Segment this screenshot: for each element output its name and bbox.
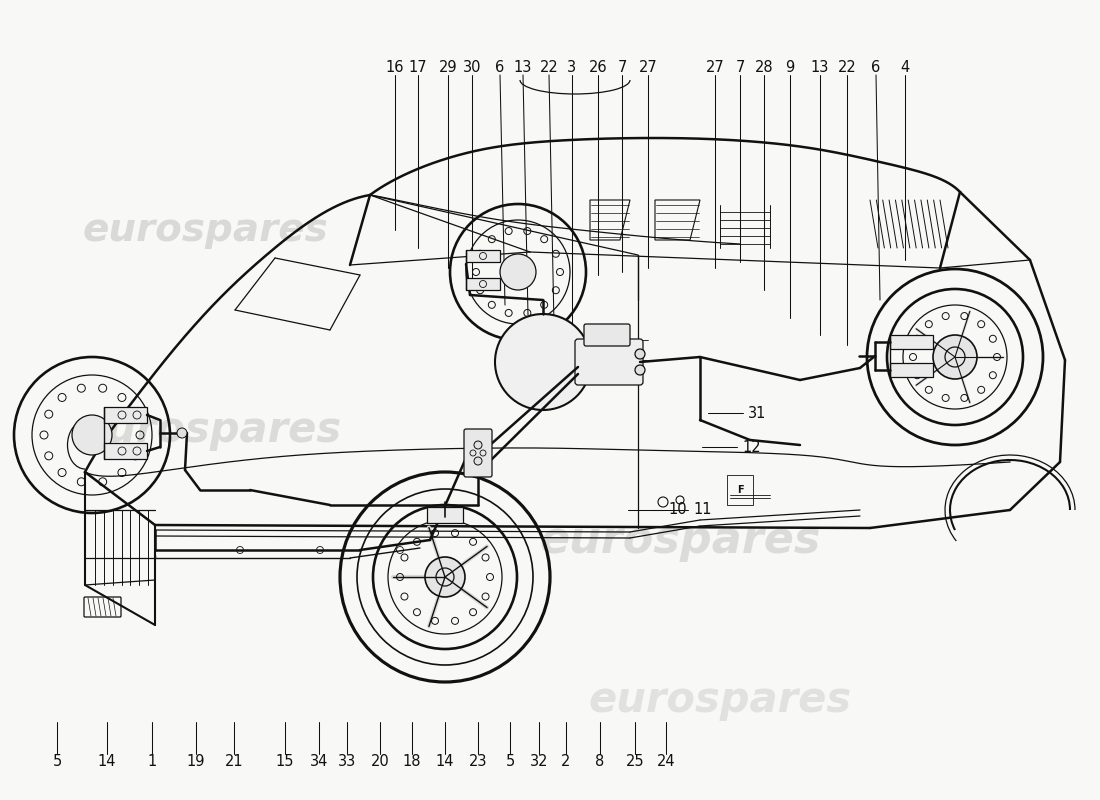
Polygon shape <box>104 407 147 423</box>
Text: 14: 14 <box>436 754 454 770</box>
Text: 27: 27 <box>639 61 658 75</box>
Polygon shape <box>466 278 500 290</box>
Text: 6: 6 <box>871 61 881 75</box>
Circle shape <box>495 314 591 410</box>
Text: 4: 4 <box>901 61 910 75</box>
Text: 21: 21 <box>224 754 243 770</box>
Text: 26: 26 <box>588 61 607 75</box>
Text: 15: 15 <box>276 754 295 770</box>
Text: F: F <box>737 485 744 495</box>
Polygon shape <box>890 363 933 377</box>
FancyBboxPatch shape <box>584 324 630 346</box>
Text: 19: 19 <box>187 754 206 770</box>
Circle shape <box>474 457 482 465</box>
Text: 13: 13 <box>514 61 532 75</box>
Text: 31: 31 <box>748 406 767 421</box>
Text: 22: 22 <box>540 61 559 75</box>
Text: 28: 28 <box>755 61 773 75</box>
FancyBboxPatch shape <box>464 429 492 477</box>
Text: 30: 30 <box>463 61 482 75</box>
Text: 23: 23 <box>469 754 487 770</box>
Polygon shape <box>890 335 933 349</box>
Text: 5: 5 <box>53 754 62 770</box>
Text: 8: 8 <box>595 754 605 770</box>
Circle shape <box>425 557 465 597</box>
Text: 9: 9 <box>785 61 794 75</box>
Text: 13: 13 <box>811 61 829 75</box>
Circle shape <box>474 441 482 449</box>
FancyBboxPatch shape <box>575 339 644 385</box>
Text: eurospares: eurospares <box>82 211 328 249</box>
Text: 2: 2 <box>561 754 571 770</box>
Circle shape <box>635 365 645 375</box>
Text: 29: 29 <box>439 61 458 75</box>
Text: 34: 34 <box>310 754 328 770</box>
Text: 7: 7 <box>735 61 745 75</box>
Text: 18: 18 <box>403 754 421 770</box>
Text: 17: 17 <box>409 61 427 75</box>
Text: 16: 16 <box>386 61 405 75</box>
Text: 1: 1 <box>147 754 156 770</box>
Text: 27: 27 <box>705 61 725 75</box>
Circle shape <box>933 335 977 379</box>
Text: 3: 3 <box>568 61 576 75</box>
Polygon shape <box>104 443 147 459</box>
Circle shape <box>500 254 536 290</box>
Circle shape <box>72 415 112 455</box>
Text: 6: 6 <box>495 61 505 75</box>
Text: 33: 33 <box>338 754 356 770</box>
Circle shape <box>177 428 187 438</box>
Circle shape <box>635 349 645 359</box>
Text: eurospares: eurospares <box>78 409 342 451</box>
Text: 24: 24 <box>657 754 675 770</box>
Text: 5: 5 <box>505 754 515 770</box>
Text: 11: 11 <box>693 502 712 518</box>
Text: 25: 25 <box>626 754 645 770</box>
Text: 14: 14 <box>98 754 117 770</box>
Text: 32: 32 <box>530 754 548 770</box>
Polygon shape <box>427 507 463 523</box>
Text: 10: 10 <box>668 502 686 518</box>
Text: eurospares: eurospares <box>539 518 821 562</box>
Text: 7: 7 <box>617 61 627 75</box>
Text: 20: 20 <box>371 754 389 770</box>
Polygon shape <box>466 250 500 262</box>
Text: 12: 12 <box>742 439 760 454</box>
Text: eurospares: eurospares <box>588 679 851 721</box>
Text: 22: 22 <box>837 61 857 75</box>
